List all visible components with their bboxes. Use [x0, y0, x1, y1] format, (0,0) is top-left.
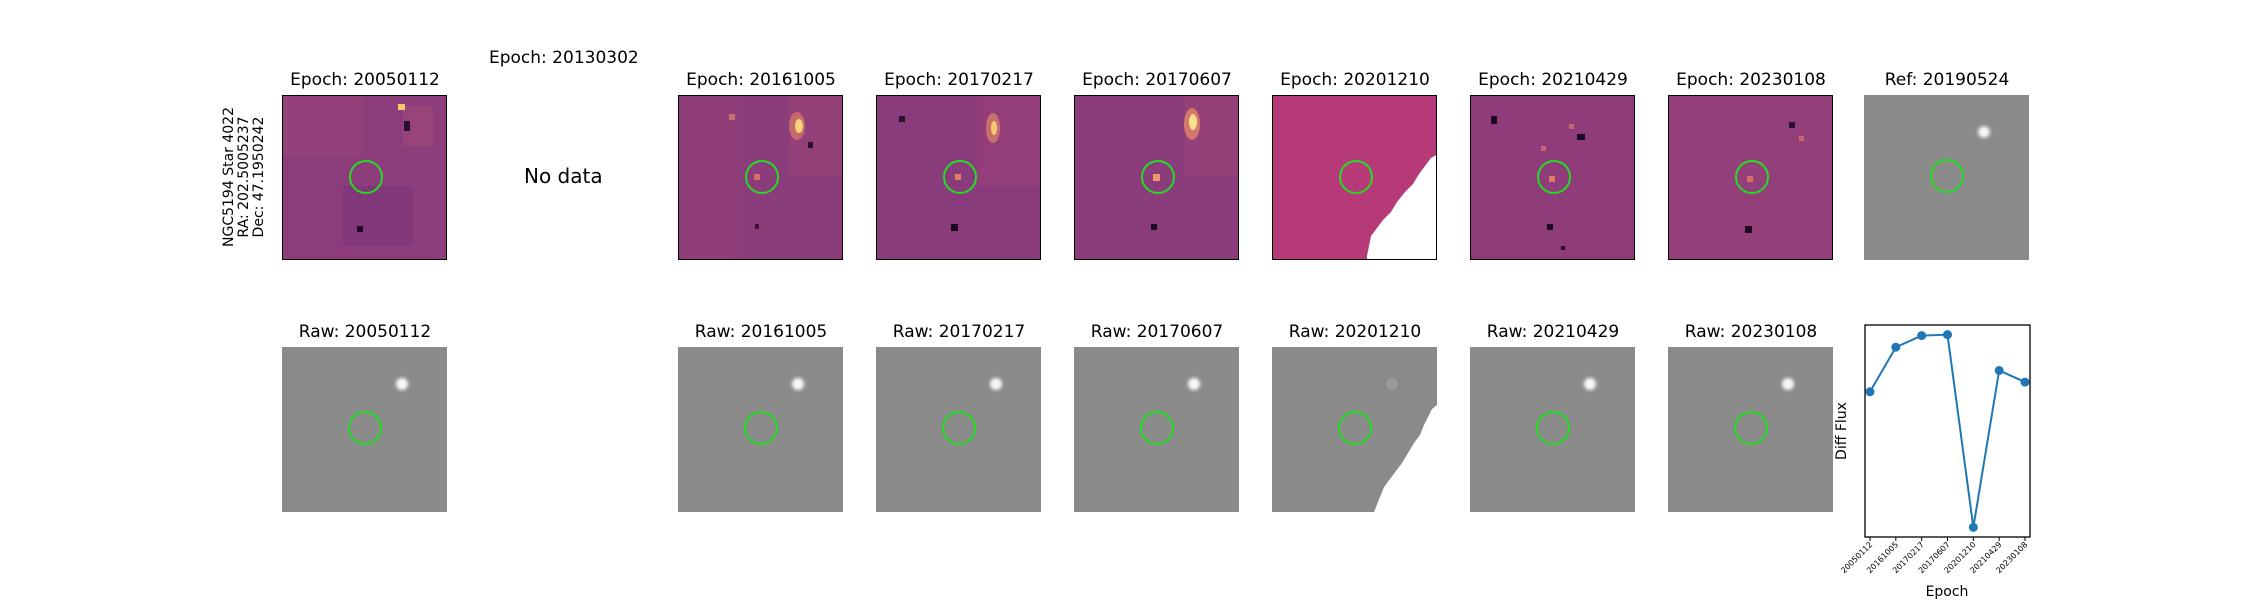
- data-point: [1917, 331, 1927, 341]
- diff-image-20230108: [1668, 95, 1833, 260]
- star-name: NGC5194 Star 4022: [221, 107, 237, 247]
- raw-image-20201210: [1272, 347, 1437, 512]
- raw-image-20170217: [876, 347, 1041, 512]
- diff-image-20170217: [876, 95, 1041, 260]
- raw-title-4: Raw: 20170607: [1090, 322, 1224, 342]
- star-info-label: NGC5194 Star 4022 RA: 202.5005237 Dec: 4…: [221, 92, 267, 262]
- diff-title-8: Epoch: 20230108: [1676, 70, 1826, 90]
- reference-image: [1864, 95, 2029, 260]
- data-point: [1994, 365, 2004, 375]
- star-dec: Dec: 47.1950242: [251, 116, 267, 238]
- data-point: [1943, 330, 1952, 340]
- diff-title-3: Epoch: 20161005: [686, 70, 836, 90]
- ref-title: Ref: 20190524: [1884, 70, 2010, 90]
- star-ra: RA: 202.5005237: [236, 116, 252, 238]
- raw-image-20230108: [1668, 347, 1833, 512]
- raw-image-20210429: [1470, 347, 1635, 512]
- diff-flux-light-curve: Diff Flux Epoch 200501122016100520170217…: [1834, 324, 2031, 600]
- raw-title-7: Raw: 20230108: [1684, 322, 1818, 342]
- diff-title-7: Epoch: 20210429: [1478, 70, 1628, 90]
- y-axis-label: Diff Flux: [1834, 402, 1850, 460]
- diff-image-20201210: [1272, 95, 1437, 260]
- raw-title-2: Raw: 20161005: [694, 322, 828, 342]
- raw-image-20050112: [282, 347, 447, 512]
- diff-title-4: Epoch: 20170217: [884, 70, 1034, 90]
- raw-image-20170607: [1074, 347, 1239, 512]
- diff-image-20210429: [1470, 95, 1635, 260]
- diff-title-5: Epoch: 20170607: [1082, 70, 1232, 90]
- data-point: [1891, 342, 1901, 352]
- diff-image-20161005: [678, 95, 843, 260]
- diff-title-6: Epoch: 20201210: [1280, 70, 1430, 90]
- diff-title-2: Epoch: 20130302: [489, 48, 639, 68]
- data-point: [1968, 522, 1978, 532]
- diff-title-1: Epoch: 20050112: [290, 70, 440, 90]
- diff-image-20050112: [282, 95, 447, 260]
- x-axis-label: Epoch: [1926, 584, 1969, 600]
- raw-title-6: Raw: 20210429: [1486, 322, 1620, 342]
- data-point: [2020, 377, 2030, 387]
- series-line: [1869, 333, 2026, 528]
- data-point: [1865, 387, 1875, 397]
- raw-image-20161005: [678, 347, 843, 512]
- raw-title-1: Raw: 20050112: [298, 322, 432, 342]
- no-data-text: No data: [524, 164, 603, 188]
- raw-title-3: Raw: 20170217: [892, 322, 1026, 342]
- diff-image-20170607: [1074, 95, 1239, 260]
- raw-title-5: Raw: 20201210: [1288, 322, 1422, 342]
